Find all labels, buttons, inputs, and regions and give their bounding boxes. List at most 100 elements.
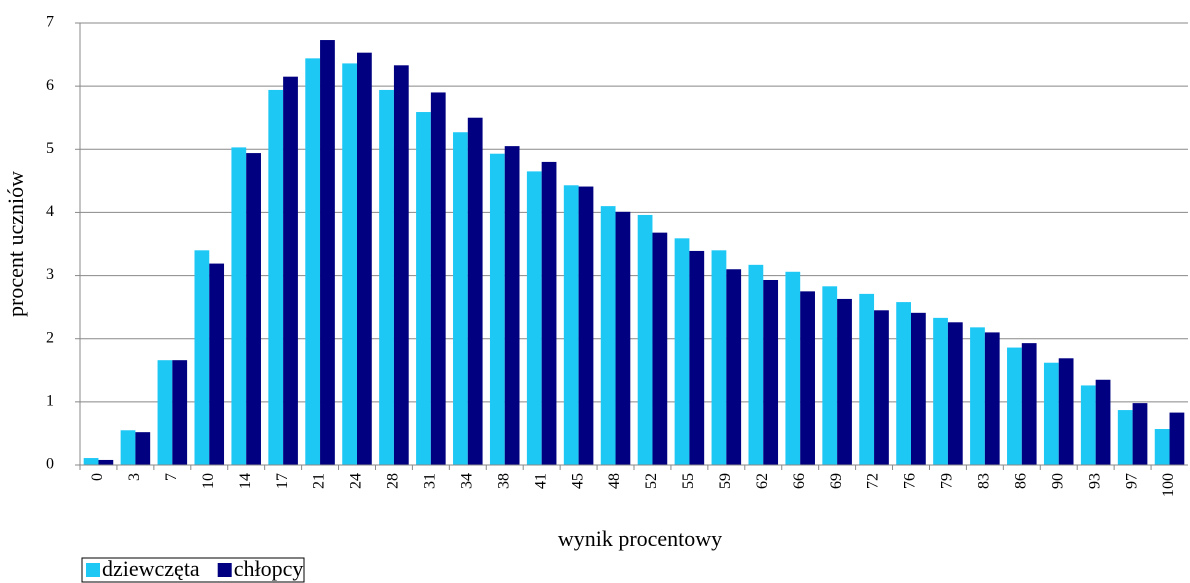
bar — [120, 430, 136, 465]
bar — [467, 117, 483, 465]
bar — [98, 459, 114, 465]
bar — [896, 302, 911, 465]
x-tick-label: 90 — [1049, 473, 1066, 489]
bar — [933, 317, 948, 465]
x-tick-label: 93 — [1086, 473, 1103, 489]
bar — [763, 279, 779, 465]
bar — [984, 332, 1000, 465]
x-tick-label: 45 — [569, 473, 586, 489]
bar — [1080, 385, 1096, 465]
bar — [689, 250, 705, 465]
x-tick-label: 72 — [865, 473, 882, 489]
x-tick-label: 76 — [902, 473, 919, 489]
bar — [859, 293, 875, 465]
x-tick-label: 38 — [495, 473, 512, 489]
x-tick-label: 21 — [311, 473, 328, 489]
bar — [83, 458, 99, 465]
bar — [320, 40, 335, 465]
bar — [785, 271, 801, 465]
y-tick-label: 2 — [46, 329, 54, 346]
bar — [172, 360, 188, 465]
bar — [504, 146, 520, 465]
bar — [947, 322, 963, 465]
x-tick-label: 66 — [791, 473, 808, 489]
x-tick-label: 59 — [717, 473, 734, 489]
x-tick-label: 3 — [126, 473, 143, 481]
x-tick-label: 97 — [1123, 473, 1140, 489]
x-tick-label: 86 — [1012, 473, 1029, 489]
bar — [342, 63, 357, 465]
bar — [135, 432, 151, 465]
bar — [489, 153, 505, 465]
legend-label: chłopcy — [234, 556, 304, 581]
bar — [357, 52, 372, 465]
y-tick-label: 7 — [46, 14, 54, 31]
y-tick-label: 3 — [46, 266, 54, 283]
legend-label: dziewczęta — [102, 556, 200, 581]
y-tick-label: 0 — [46, 456, 54, 473]
bar — [800, 291, 815, 465]
bar — [637, 214, 653, 465]
bar — [1154, 429, 1170, 465]
bar — [1058, 358, 1074, 465]
bar — [194, 250, 210, 465]
bar — [526, 171, 542, 465]
bar — [1117, 410, 1133, 465]
bar — [911, 312, 926, 465]
bar — [1007, 347, 1022, 465]
x-tick-label: 83 — [976, 473, 993, 489]
x-tick-label: 17 — [274, 473, 291, 489]
bar — [209, 263, 225, 465]
x-tick-label: 10 — [200, 473, 217, 489]
y-tick-label: 5 — [46, 140, 54, 157]
bar — [600, 206, 616, 465]
bar — [379, 89, 394, 465]
x-tick-label: 7 — [163, 473, 180, 481]
x-tick-label: 14 — [237, 473, 254, 489]
x-tick-label: 0 — [89, 473, 106, 481]
bar — [652, 232, 668, 465]
x-tick-label: 34 — [458, 473, 475, 489]
x-tick-label: 48 — [606, 473, 623, 489]
bar — [726, 269, 742, 465]
x-axis-title: wynik procentowy — [558, 526, 722, 551]
x-tick-label: 52 — [643, 473, 660, 489]
bar — [231, 147, 247, 466]
bar — [748, 264, 764, 465]
bar — [1021, 343, 1037, 465]
bar — [874, 310, 889, 465]
bar — [1043, 362, 1059, 465]
legend-swatch — [86, 563, 100, 577]
bar — [430, 92, 446, 465]
y-tick-label: 1 — [46, 393, 54, 410]
bar — [615, 211, 631, 465]
bar — [563, 185, 579, 465]
bar — [1169, 412, 1185, 465]
bar — [246, 153, 261, 465]
bar — [1095, 379, 1111, 465]
x-tick-label: 100 — [1160, 473, 1177, 497]
x-tick-label: 55 — [680, 473, 697, 489]
y-axis-title: procent uczniów — [3, 171, 28, 317]
bar — [674, 238, 690, 465]
bar — [268, 89, 284, 465]
legend-swatch — [217, 563, 232, 577]
x-tick-label: 24 — [348, 473, 365, 489]
x-tick-label: 79 — [939, 473, 956, 489]
y-tick-label: 4 — [46, 203, 54, 220]
x-tick-label: 31 — [422, 473, 439, 489]
x-tick-label: 41 — [532, 473, 549, 489]
bar — [541, 161, 557, 465]
bar — [1132, 403, 1148, 465]
bar — [970, 327, 985, 465]
bar — [578, 186, 594, 466]
bar — [393, 65, 409, 465]
bar — [822, 286, 838, 465]
bar — [157, 360, 173, 465]
x-tick-label: 62 — [754, 473, 771, 489]
x-tick-label: 69 — [828, 473, 845, 489]
x-tick-label: 28 — [385, 473, 402, 489]
bar — [453, 132, 468, 466]
bar — [837, 298, 852, 465]
